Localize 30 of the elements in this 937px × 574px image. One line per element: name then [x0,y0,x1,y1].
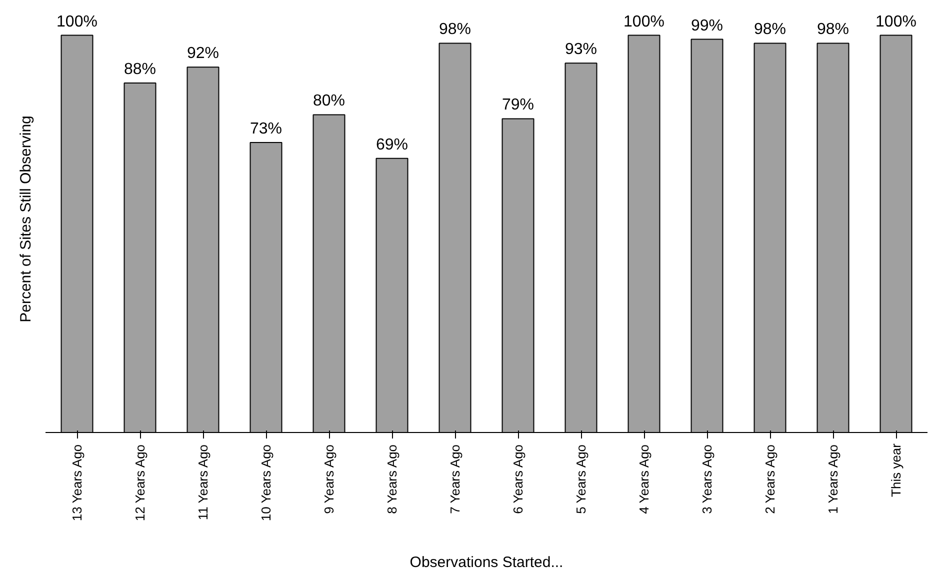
data-label: 98% [816,21,850,38]
data-label: 69% [376,136,408,154]
data-label: 79% [502,96,534,114]
x-tick-label: This year [888,442,904,497]
data-label: 99% [690,17,724,34]
x-tick-label: 11 Years Ago [196,444,210,520]
x-tick-label: 7 Years Ago [448,444,462,514]
x-tick-label: 6 Years Ago [510,444,526,514]
y-axis-title: Percent of Sites Still Observing [18,116,34,322]
data-label: 73% [250,120,282,138]
data-label: 80% [312,92,346,110]
x-tick-label: 1 Years Ago [826,444,840,514]
x-tick-label: 10 Years Ago [258,444,274,522]
data-label: 100% [56,13,98,30]
x-tick-label: 4 Years Ago [636,444,652,514]
x-tick-label: 2 Years Ago [762,444,778,514]
x-tick-label: 12 Years Ago [132,444,148,522]
data-label: 100% [624,13,664,30]
x-tick-label: 9 Years Ago [322,444,336,514]
data-label: 88% [124,60,156,78]
x-tick-label: 8 Years Ago [384,444,400,514]
x-tick-label: 13 Years Ago [70,444,84,522]
data-label: 93% [564,41,598,58]
data-label: 100% [876,13,916,30]
data-label: 98% [754,21,786,38]
data-label: 92% [186,45,220,62]
x-tick-label: 5 Years Ago [574,444,588,514]
x-tick-label: 3 Years Ago [700,444,714,514]
data-label: 98% [438,21,472,38]
x-axis-title: Observations Started... [410,554,564,572]
